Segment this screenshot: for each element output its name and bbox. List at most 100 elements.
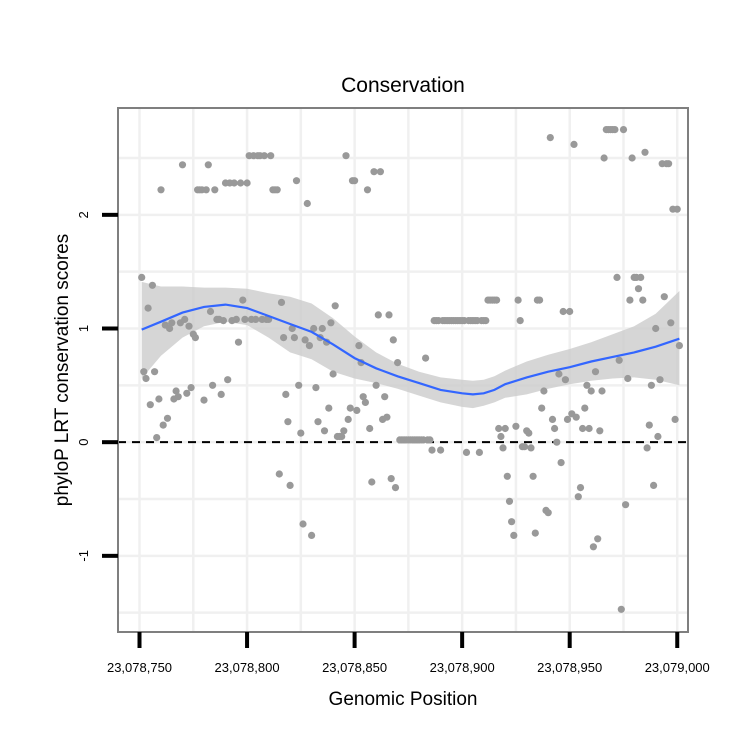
data-point (174, 393, 182, 401)
data-point (219, 317, 227, 325)
data-point (312, 384, 320, 392)
data-point (619, 126, 628, 134)
data-point (576, 484, 585, 492)
data-point (508, 518, 516, 526)
data-point (514, 296, 522, 304)
data-point (501, 424, 509, 433)
data-point (301, 336, 309, 344)
data-point (660, 293, 668, 301)
data-point (320, 427, 329, 435)
y-tick-label: 1 (76, 325, 91, 332)
data-point (437, 446, 445, 454)
data-point (553, 438, 561, 446)
data-point (353, 406, 361, 414)
data-point (559, 307, 567, 316)
data-point (155, 395, 163, 403)
data-point (570, 140, 578, 148)
data-point (243, 179, 251, 187)
data-point (551, 424, 559, 433)
data-point (374, 311, 382, 319)
data-point (525, 429, 533, 437)
x-axis-title: Genomic Position (329, 689, 478, 710)
data-point (359, 393, 367, 401)
data-point (589, 543, 598, 551)
data-point (153, 434, 161, 442)
data-point (624, 374, 632, 383)
data-point (426, 436, 434, 444)
data-point (622, 501, 630, 509)
data-point (346, 404, 354, 412)
data-point (297, 429, 305, 437)
x-tick-label: 23,079,000 (645, 660, 710, 675)
data-point (224, 376, 232, 384)
data-point (239, 296, 247, 304)
data-point (355, 342, 363, 350)
x-tick-label: 23,078,950 (537, 660, 602, 675)
data-point (241, 315, 249, 323)
data-point (391, 484, 400, 492)
data-point (600, 154, 608, 162)
data-point (598, 387, 606, 395)
data-point (166, 324, 174, 333)
data-point (512, 422, 520, 430)
data-point (626, 296, 634, 304)
data-point (510, 531, 518, 540)
data-point (671, 415, 679, 423)
data-point (527, 444, 535, 452)
data-point (211, 186, 219, 194)
data-point (318, 324, 326, 333)
data-point (561, 376, 570, 384)
data-point (654, 432, 662, 441)
data-point (574, 493, 582, 501)
confidence-band (141, 281, 680, 409)
data-point (351, 177, 359, 185)
data-point (531, 529, 539, 537)
data-point (284, 418, 292, 426)
data-point (645, 421, 653, 429)
data-point (368, 478, 376, 486)
data-point (288, 324, 296, 333)
data-point (314, 418, 322, 426)
data-point (370, 168, 378, 176)
data-point (572, 413, 580, 421)
data-point (596, 427, 604, 435)
data-point (544, 509, 552, 517)
data-point (381, 393, 389, 401)
x-axis: 23,078,750 23,078,800 23,078,850 23,078,900… (107, 632, 710, 675)
data-point (310, 324, 318, 333)
data-point (151, 368, 159, 376)
data-point (583, 381, 591, 389)
data-point (546, 134, 554, 142)
data-point (144, 304, 152, 312)
chart-title: Conservation (341, 74, 465, 97)
data-point (172, 387, 180, 395)
data-point (503, 472, 511, 480)
data-point (280, 334, 288, 342)
data-point (529, 472, 537, 480)
data-point (290, 334, 298, 342)
data-point (462, 448, 471, 456)
data-point (292, 177, 301, 185)
data-point (275, 470, 283, 478)
data-point (234, 338, 243, 346)
data-point (634, 285, 643, 293)
data-point (200, 396, 208, 404)
data-point (299, 520, 307, 528)
data-point (566, 307, 574, 316)
data-point (538, 404, 546, 412)
data-point (647, 381, 656, 389)
data-point (230, 179, 238, 187)
data-point (516, 317, 524, 325)
x-tick-label: 23,078,800 (215, 660, 280, 675)
data-point (237, 179, 245, 187)
y-tick-label: -1 (76, 550, 91, 562)
data-point (581, 404, 589, 412)
data-point (387, 475, 395, 483)
data-point (675, 342, 684, 350)
data-point (138, 273, 146, 281)
data-point (142, 374, 150, 383)
data-point (497, 432, 505, 441)
data-point (650, 481, 658, 489)
data-point (587, 387, 595, 395)
